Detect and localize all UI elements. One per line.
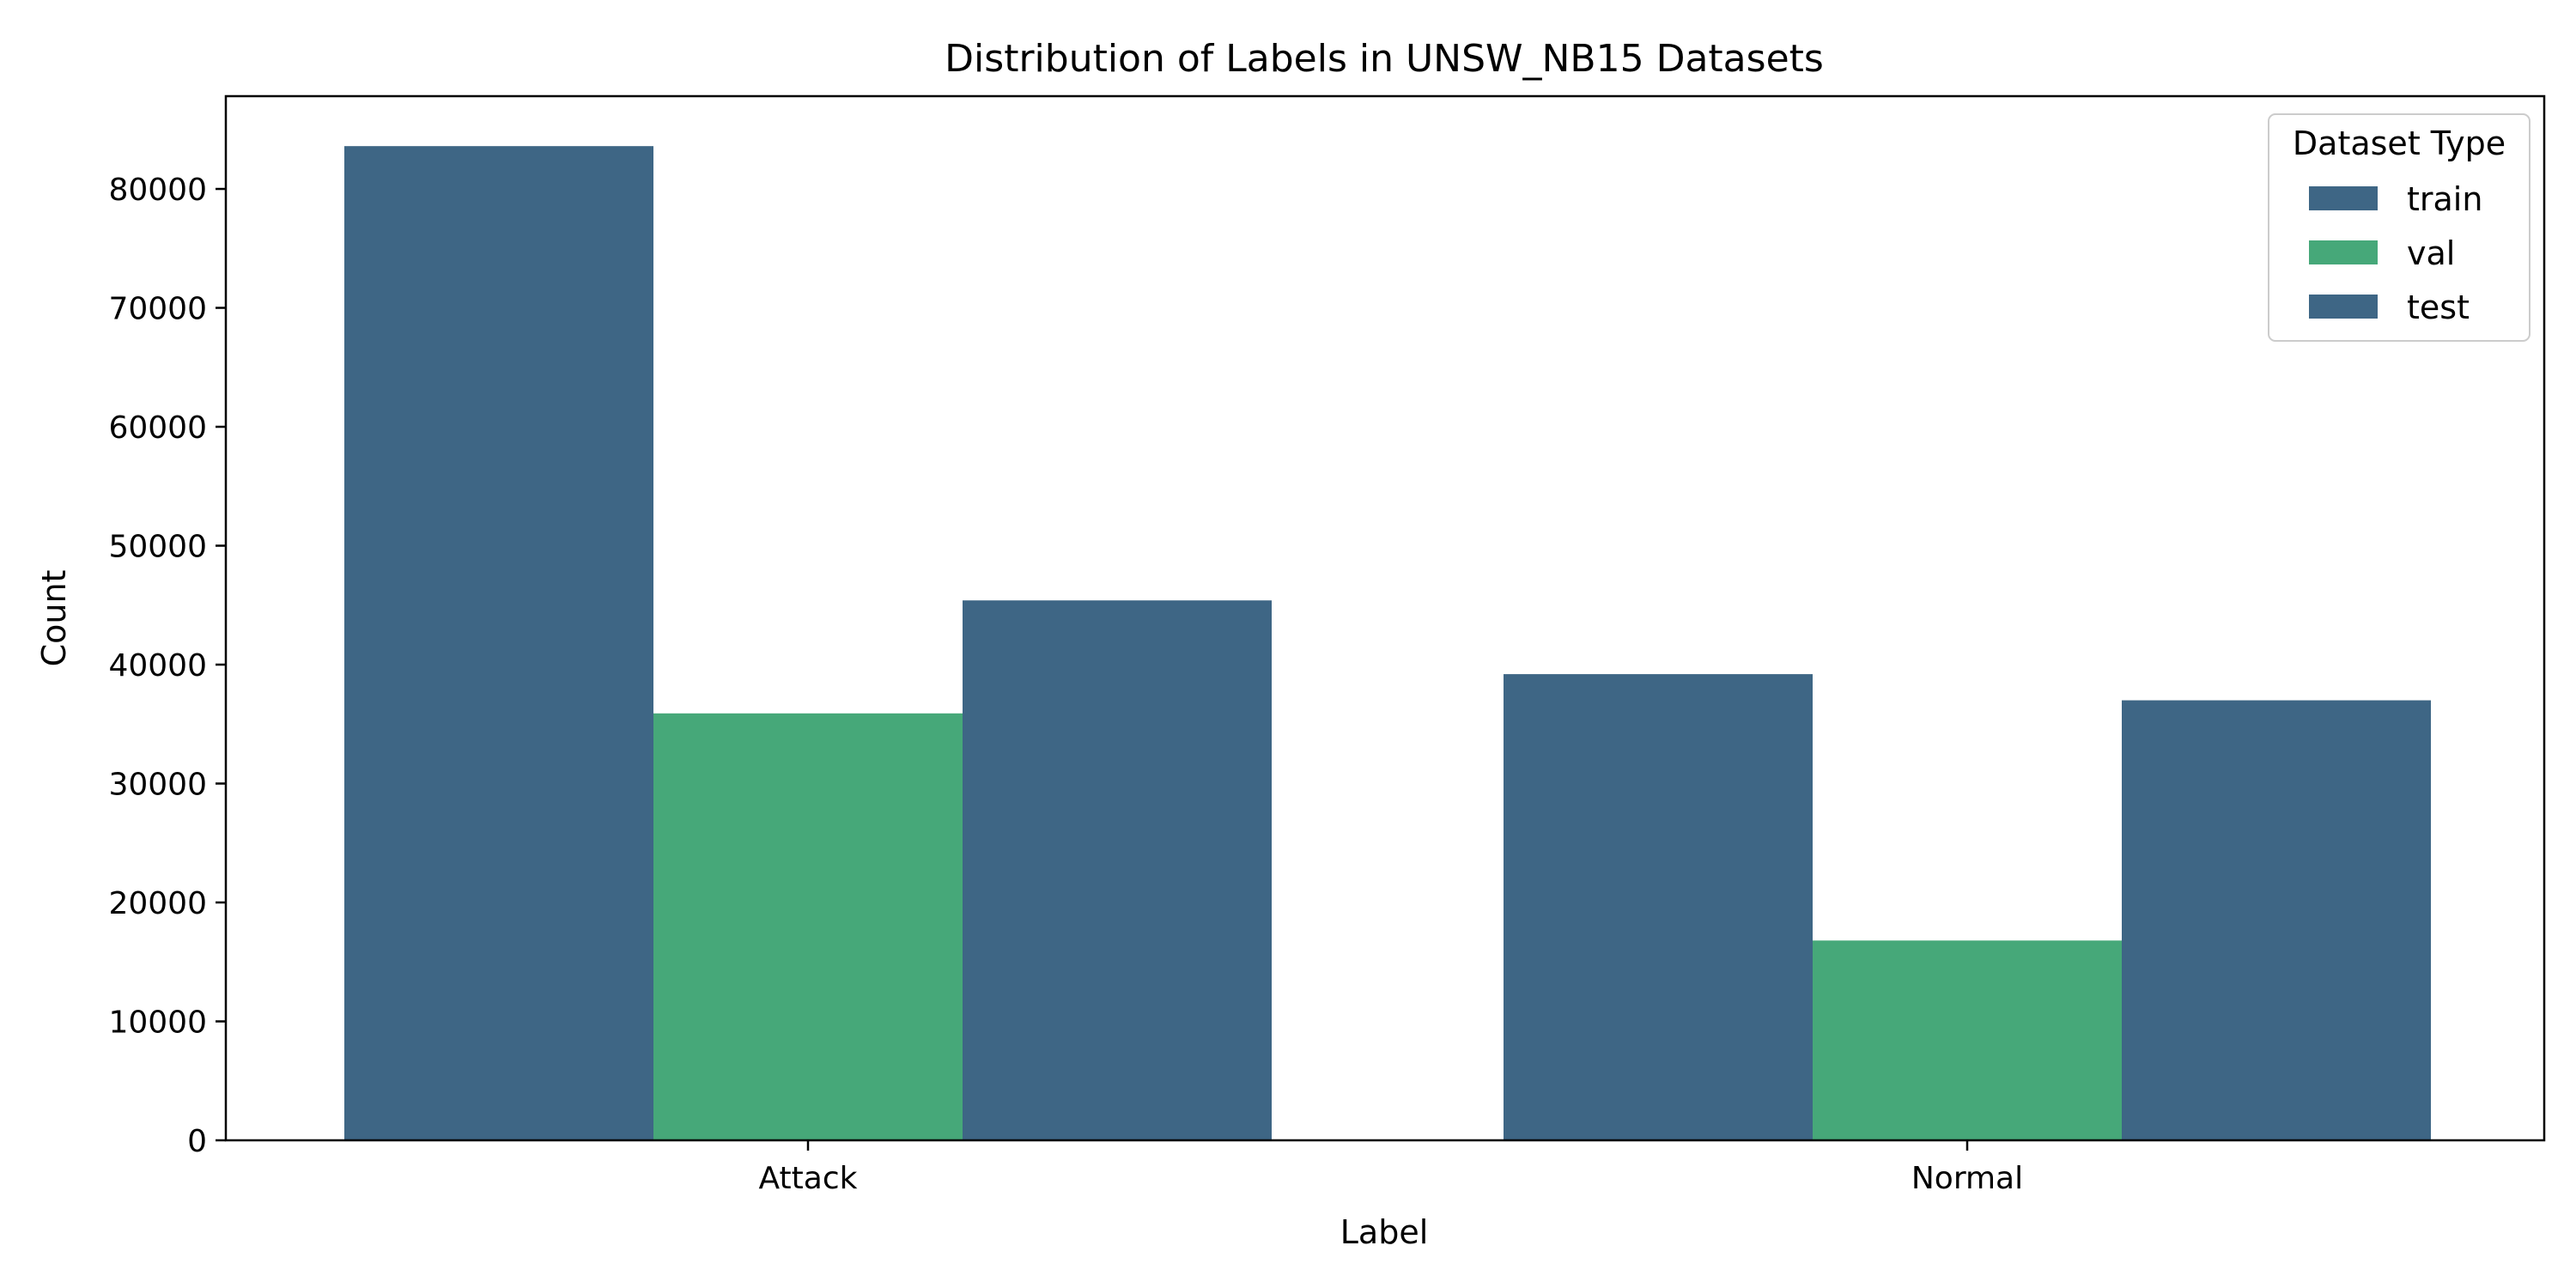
bar-test-normal	[2122, 700, 2431, 1140]
y-axis-ticks: 0 10000 20000 30000 40000 50000 60000 70000 8000…	[108, 173, 226, 1159]
y-tick-label: 40000	[108, 648, 207, 683]
legend-title: Dataset Type	[2293, 125, 2506, 162]
legend: Dataset Type train val test	[2268, 113, 2530, 342]
legend-label-test: test	[2407, 289, 2470, 326]
y-tick-label: 80000	[108, 173, 207, 208]
bar-test-attack	[963, 600, 1272, 1140]
legend-label-val: val	[2407, 234, 2455, 272]
legend-frame	[2268, 113, 2530, 342]
x-tick-label-normal: Normal	[1911, 1161, 2023, 1196]
legend-swatch-test	[2309, 295, 2378, 319]
legend-label-train: train	[2407, 180, 2482, 218]
y-axis-label: Count	[35, 570, 73, 667]
y-tick-label: 60000	[108, 410, 207, 446]
y-tick-label: 50000	[108, 530, 207, 565]
legend-swatch-val	[2309, 240, 2378, 264]
x-tick-label-attack: Attack	[759, 1161, 858, 1196]
bar-train-normal	[1504, 674, 1813, 1140]
bars-group	[344, 146, 2431, 1140]
bar-val-normal	[1813, 940, 2122, 1140]
plot-frame	[224, 94, 2546, 1142]
bar-val-attack	[653, 713, 963, 1140]
x-axis-ticks: Attack Normal	[759, 1140, 2023, 1196]
y-tick-label: 30000	[108, 768, 207, 803]
legend-items: train val test	[2309, 180, 2482, 326]
chart-title: Distribution of Labels in UNSW_NB15 Data…	[945, 37, 1824, 81]
bar-train-attack	[344, 146, 653, 1140]
x-axis-label: Label	[1340, 1213, 1429, 1251]
y-tick-label: 70000	[108, 292, 207, 327]
legend-swatch-train	[2309, 186, 2378, 210]
y-tick-label: 20000	[108, 886, 207, 921]
y-tick-label: 0	[187, 1124, 207, 1159]
y-tick-label: 10000	[108, 1005, 207, 1041]
